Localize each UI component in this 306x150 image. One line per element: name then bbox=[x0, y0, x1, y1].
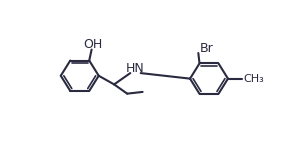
Text: Br: Br bbox=[200, 42, 213, 55]
Text: OH: OH bbox=[83, 38, 103, 51]
Text: HN: HN bbox=[126, 62, 145, 75]
Text: CH₃: CH₃ bbox=[243, 74, 264, 84]
